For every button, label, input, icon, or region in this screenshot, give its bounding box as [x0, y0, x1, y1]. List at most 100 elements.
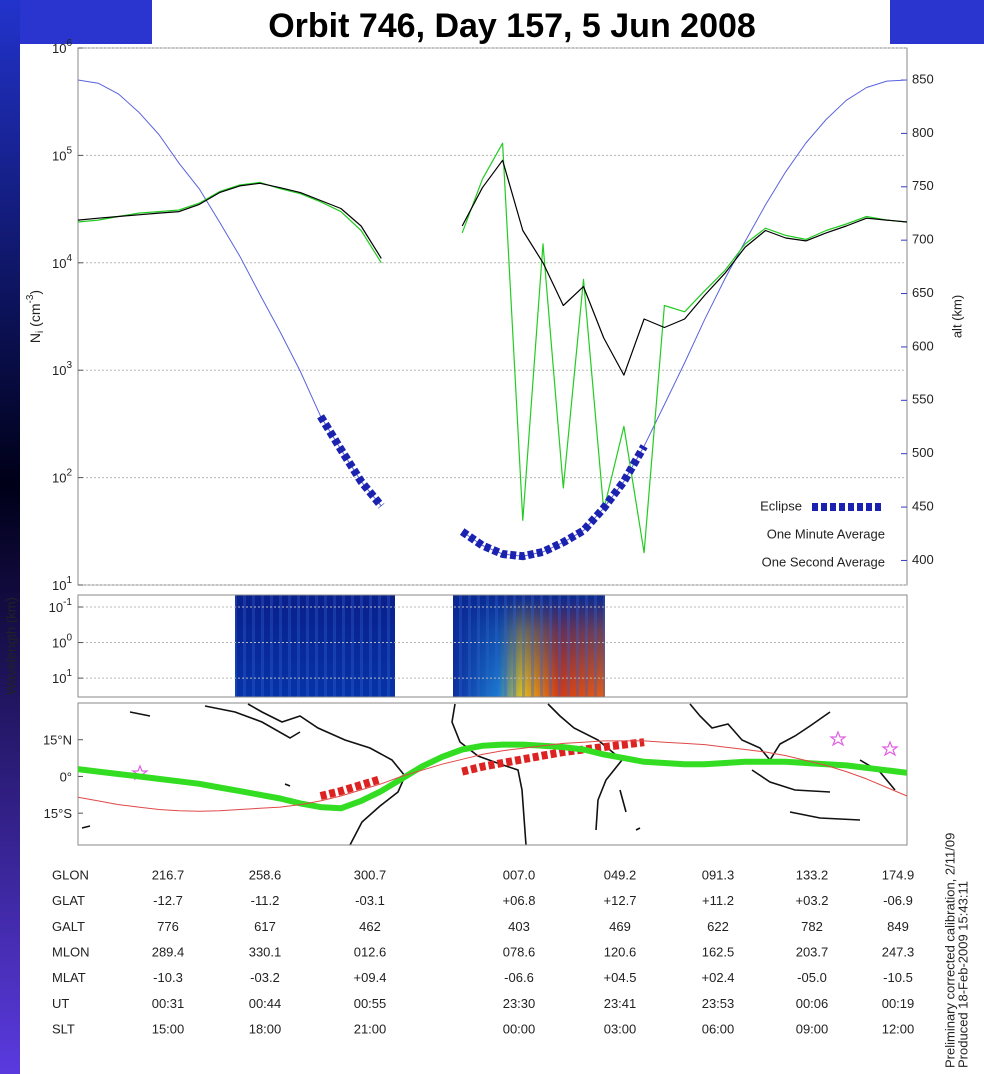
- table-cell: 00:44: [249, 996, 282, 1011]
- star: [829, 730, 847, 747]
- table-cell: 120.6: [604, 945, 637, 960]
- text-part: 6: [66, 38, 72, 49]
- text-part: (cm: [27, 304, 43, 331]
- y2-tick-label: 750: [912, 178, 934, 193]
- y-tick-label: 105: [52, 145, 72, 164]
- text-part: -3: [25, 294, 36, 303]
- table-cell: 289.4: [152, 945, 185, 960]
- row-label: GALT: [52, 919, 85, 934]
- table-cell: 00:19: [882, 996, 915, 1011]
- spectrogram-streaks: [453, 595, 605, 697]
- legend-label: One Minute Average: [767, 526, 885, 541]
- y2-tick-label: 500: [912, 445, 934, 460]
- table-cell: 15:00: [152, 1022, 185, 1037]
- text-part: 3: [66, 360, 72, 371]
- table-cell: +03.2: [796, 893, 829, 908]
- text-part: 10: [52, 672, 66, 687]
- table-cell: 776: [157, 919, 179, 934]
- table-cell: 469: [609, 919, 631, 934]
- y2-tick-label: 850: [912, 71, 934, 86]
- text-part: 10: [49, 600, 63, 615]
- table-cell: -12.7: [153, 893, 183, 908]
- row-label: GLAT: [52, 893, 85, 908]
- legend-label: One Second Average: [762, 554, 885, 569]
- text-part: 2: [66, 467, 72, 478]
- y2-tick-label: 800: [912, 125, 934, 140]
- coastline: [451, 703, 527, 846]
- table-cell: -10.3: [153, 970, 183, 985]
- y-tick-label: 10-1: [49, 597, 73, 616]
- table-cell: -03.1: [355, 893, 385, 908]
- title: Orbit 746, Day 157, 5 Jun 2008: [268, 7, 756, 45]
- side-strip: [0, 0, 20, 1074]
- table-cell: 133.2: [796, 867, 829, 882]
- table-cell: 03:00: [604, 1022, 637, 1037]
- table-cell: 622: [707, 919, 729, 934]
- table-cell: 403: [508, 919, 530, 934]
- y-axis-label: Ni (cm-3): [25, 290, 46, 343]
- plot-frame: [77, 702, 908, 846]
- y-tick-label: 103: [52, 360, 72, 379]
- table-cell: +02.4: [702, 970, 735, 985]
- table-cell: 216.7: [152, 867, 185, 882]
- text-part: 15°N: [43, 733, 72, 748]
- table-cell: +04.5: [604, 970, 637, 985]
- table-cell: 078.6: [503, 945, 536, 960]
- y2-axis-label: alt (km): [949, 295, 964, 338]
- text-part: 10: [52, 636, 66, 651]
- table-cell: +06.8: [503, 893, 536, 908]
- coastline: [81, 783, 641, 831]
- table-cell: 162.5: [702, 945, 735, 960]
- table-cell: -03.2: [250, 970, 280, 985]
- text-part: 0°: [60, 770, 72, 785]
- star: [881, 740, 899, 757]
- table-cell: +12.7: [604, 893, 637, 908]
- y-tick-label: 0°: [60, 770, 72, 785]
- y-tick-label: 15°S: [44, 807, 73, 822]
- table-cell: 23:53: [702, 996, 735, 1011]
- table-cell: 23:30: [503, 996, 536, 1011]
- table-cell: 23:41: [604, 996, 637, 1011]
- text-part: 1: [66, 668, 72, 679]
- table-cell: -11.2: [251, 893, 280, 908]
- y2-tick-label: 650: [912, 285, 934, 300]
- y-tick-label: 15°N: [43, 733, 72, 748]
- text-part: N: [27, 333, 43, 343]
- table-cell: -10.5: [883, 970, 913, 985]
- series-line: [77, 740, 908, 812]
- row-label: GLON: [52, 867, 89, 882]
- table-cell: 174.9: [882, 867, 915, 882]
- table-cell: 18:00: [249, 1022, 282, 1037]
- coastline: [129, 705, 301, 739]
- row-label: MLAT: [52, 970, 86, 985]
- y-tick-label: 101: [52, 575, 72, 594]
- plot-frame: [77, 594, 908, 698]
- series-line: [77, 741, 908, 812]
- text-part: 10: [52, 41, 66, 56]
- y-tick-label: 106: [52, 38, 72, 57]
- table-cell: 617: [254, 919, 276, 934]
- table-cell: +11.2: [702, 893, 734, 908]
- text-part: 0: [66, 632, 72, 643]
- series-line: [77, 159, 908, 376]
- note: Preliminary corrected calibration, 2/11/…: [942, 833, 957, 1068]
- text-part: 15°S: [44, 807, 73, 822]
- table-cell: -06.9: [883, 893, 913, 908]
- table-cell: 012.6: [354, 945, 387, 960]
- text-part: -1: [63, 597, 72, 608]
- y2-tick-label: 600: [912, 338, 934, 353]
- table-cell: 203.7: [796, 945, 829, 960]
- table-cell: 462: [359, 919, 381, 934]
- y-tick-label: 102: [52, 467, 72, 486]
- spectrogram-streaks: [235, 595, 395, 697]
- table-cell: 12:00: [882, 1022, 915, 1037]
- table-cell: 21:00: [354, 1022, 387, 1037]
- eclipse-series: [317, 414, 648, 561]
- plot-frame: [77, 47, 908, 586]
- table-cell: 00:55: [354, 996, 387, 1011]
- text-part: 10: [52, 578, 66, 593]
- title-box: [152, 0, 890, 50]
- text-part: 5: [66, 145, 72, 156]
- y-tick-label: 101: [52, 668, 72, 687]
